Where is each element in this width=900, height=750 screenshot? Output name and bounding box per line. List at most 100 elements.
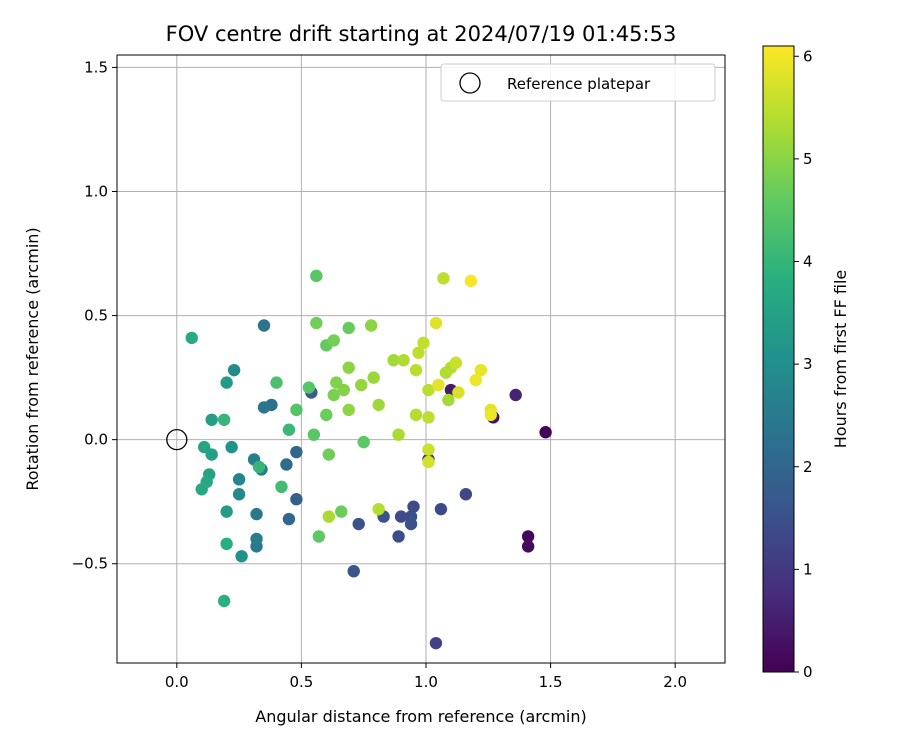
data-point [322,448,336,461]
data-point [432,378,445,392]
data-point [205,413,218,426]
data-point [310,316,323,330]
data-point [459,488,473,501]
data-point [392,428,405,441]
data-point [521,530,535,543]
data-point [521,540,535,553]
data-point [409,408,423,422]
data-point [275,480,288,494]
data-point [290,493,303,506]
data-point [235,550,248,563]
data-point [464,274,478,288]
data-point [407,500,420,513]
colorbar: 0 1 2 3 4 5 6 Hours from first FF file [762,45,850,681]
y-tick-label: −0.5 [72,555,108,573]
reference-platepar-point [166,429,188,451]
data-point [364,319,378,332]
data-point [449,356,463,369]
data-point [312,530,326,543]
data-point [217,413,231,426]
grid [117,55,725,663]
data-point [469,373,483,387]
legend-marker-reference [459,72,481,94]
data-point [437,272,450,285]
data-point [185,331,198,345]
data-point [442,393,455,407]
data-point [220,537,233,551]
data-point [342,403,355,417]
data-point [397,354,410,367]
data-point [354,378,368,392]
data-point [484,408,497,422]
data-point [290,403,303,417]
data-point [327,388,340,402]
data-point [220,376,233,389]
colorbar-tick-label: 3 [803,355,813,373]
data-point [282,423,296,436]
data-point [474,363,488,377]
data-point [404,517,418,531]
x-tick-label: 1.0 [414,673,438,691]
data-point [394,510,408,523]
colorbar-tick-label: 2 [803,458,813,476]
data-point [357,435,370,449]
data-point [302,381,316,394]
data-point [257,319,271,332]
data-point [429,636,443,650]
data-point [232,488,246,501]
plot-frame [116,54,726,664]
data-point [452,386,465,399]
colorbar-tick-label: 0 [803,663,813,681]
data-point [417,336,430,350]
data-point [280,458,293,471]
data-point [509,388,522,402]
x-tick-label: 0.0 [165,673,189,691]
data-point [198,440,211,454]
y-tick-label: 1.5 [84,58,108,76]
colorbar-gradient [762,45,795,673]
data-point [227,363,241,377]
data-point [434,502,448,516]
data-point [342,361,355,374]
chart-title: FOV centre drift starting at 2024/07/19 … [166,22,677,46]
data-point [367,371,380,384]
x-tick-label: 1.5 [539,673,563,691]
y-axis-ticks: −0.5 0.0 0.5 1.0 1.5 [72,58,117,573]
data-point [282,512,296,526]
colorbar-tick-label: 6 [803,47,813,65]
y-tick-label: 1.0 [84,182,108,200]
data-point [409,363,423,377]
data-point [327,334,340,347]
colorbar-label: Hours from first FF file [831,270,850,449]
data-point [225,440,238,454]
x-tick-label: 2.0 [663,673,687,691]
legend-box [440,63,716,102]
data-point [422,455,435,469]
data-point [290,445,303,459]
colorbar-ticks: 0 1 2 3 4 5 6 [794,47,813,681]
colorbar-tick-label: 1 [803,560,813,578]
data-point [387,354,400,367]
y-axis-label: Rotation from reference (arcmin) [23,227,42,490]
data-point [352,517,365,531]
data-point [270,376,283,389]
data-point [232,473,246,486]
data-point [392,530,405,543]
data-point [320,408,333,422]
data-point [307,428,321,441]
data-point [429,316,443,330]
y-tick-label: 0.5 [84,307,108,325]
colorbar-tick-label: 4 [803,253,813,271]
data-point [422,443,435,456]
data-point [342,321,355,335]
y-tick-label: 0.0 [84,431,108,449]
data-point [220,505,233,518]
data-point [347,564,360,578]
x-axis-label: Angular distance from reference (arcmin) [255,707,586,726]
data-point [337,383,350,397]
data-point [372,398,385,412]
x-axis-ticks: 0.0 0.5 1.0 1.5 2.0 [165,663,687,691]
data-point [412,346,425,359]
data-points [185,269,552,650]
data-point [372,502,385,516]
